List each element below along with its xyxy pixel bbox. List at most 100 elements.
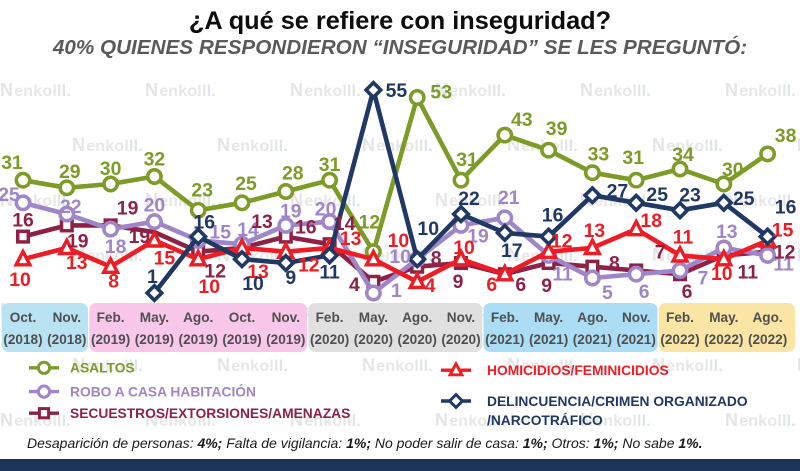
svg-text:19: 19 <box>129 226 151 248</box>
svg-text:Nenkolll.: Nenkolll. <box>435 410 506 430</box>
svg-text:31: 31 <box>456 149 478 171</box>
svg-text:10: 10 <box>711 263 733 285</box>
svg-text:Ago.: Ago. <box>183 310 213 325</box>
svg-text:9: 9 <box>285 267 296 289</box>
svg-text:(2018): (2018) <box>3 332 42 347</box>
svg-text:19: 19 <box>67 230 89 252</box>
svg-text:11: 11 <box>738 261 759 283</box>
svg-text:27: 27 <box>607 180 629 202</box>
svg-text:32: 32 <box>144 149 166 171</box>
svg-text:15: 15 <box>154 247 176 269</box>
svg-text:43: 43 <box>511 109 533 131</box>
svg-text:10: 10 <box>9 269 31 291</box>
svg-text:Nov.: Nov. <box>622 310 650 325</box>
svg-text:(2022): (2022) <box>660 332 699 347</box>
svg-text:9: 9 <box>453 271 464 293</box>
svg-text:12: 12 <box>774 242 796 264</box>
svg-text:Nenkolll.: Nenkolll. <box>580 410 651 430</box>
svg-text:Nenkolll.: Nenkolll. <box>290 80 361 100</box>
svg-text:Nov.: Nov. <box>447 310 475 325</box>
svg-text:10: 10 <box>453 237 475 259</box>
svg-text:7: 7 <box>698 268 709 290</box>
svg-text:16: 16 <box>295 217 317 239</box>
svg-text:May.: May. <box>709 310 738 325</box>
svg-text:Feb.: Feb. <box>666 310 694 325</box>
svg-text:11: 11 <box>673 226 694 248</box>
svg-text:Nenkolll.: Nenkolll. <box>725 80 796 100</box>
svg-text:6: 6 <box>639 281 650 303</box>
svg-text:12: 12 <box>298 255 320 277</box>
svg-text:16: 16 <box>193 212 215 234</box>
svg-text:30: 30 <box>100 158 122 180</box>
svg-text:19: 19 <box>280 200 302 222</box>
svg-text:Oct.: Oct. <box>229 310 255 325</box>
svg-text:(2020): (2020) <box>441 332 480 347</box>
svg-text:21: 21 <box>498 187 520 209</box>
svg-text:11: 11 <box>773 253 794 275</box>
svg-text:Nenkolll.: Nenkolll. <box>145 80 216 100</box>
svg-text:May.: May. <box>140 310 169 325</box>
svg-text:15: 15 <box>209 221 231 243</box>
svg-text:17: 17 <box>501 240 523 262</box>
svg-text:Ago.: Ago. <box>752 310 782 325</box>
svg-text:23: 23 <box>679 184 701 206</box>
svg-text:20: 20 <box>315 199 337 221</box>
svg-text:15: 15 <box>772 219 794 241</box>
svg-text:12: 12 <box>204 261 226 283</box>
svg-text:14: 14 <box>334 213 356 235</box>
svg-text:Nenkolll.: Nenkolll. <box>362 355 433 375</box>
svg-text:10: 10 <box>198 276 220 298</box>
svg-text:38: 38 <box>775 125 797 147</box>
svg-text:16: 16 <box>12 210 34 232</box>
svg-text:Nenkolll.: Nenkolll. <box>797 135 800 155</box>
svg-text:13: 13 <box>247 261 269 283</box>
svg-text:Nov.: Nov. <box>272 310 300 325</box>
svg-text:Nenkolll.: Nenkolll. <box>652 135 723 155</box>
svg-text:Oct.: Oct. <box>10 310 36 325</box>
svg-text:8: 8 <box>431 248 442 270</box>
svg-text:10: 10 <box>389 246 411 268</box>
svg-text:39: 39 <box>546 118 568 140</box>
svg-text:(2020): (2020) <box>354 332 393 347</box>
svg-text:Nenkolll.: Nenkolll. <box>290 410 361 430</box>
svg-text:8: 8 <box>609 253 620 275</box>
svg-text:Feb.: Feb. <box>316 310 344 325</box>
svg-text:13: 13 <box>584 220 606 242</box>
svg-text:Nenkolll.: Nenkolll. <box>145 410 216 430</box>
svg-text:33: 33 <box>588 144 610 166</box>
svg-text:(2022): (2022) <box>748 332 787 347</box>
svg-text:Nenkolll.: Nenkolll. <box>217 355 288 375</box>
svg-text:18: 18 <box>105 236 127 258</box>
svg-text:(2020): (2020) <box>310 332 349 347</box>
svg-text:(2019): (2019) <box>222 332 261 347</box>
svg-text:18: 18 <box>640 210 662 232</box>
svg-text:34: 34 <box>672 144 694 166</box>
svg-text:Nenkolll.: Nenkolll. <box>72 355 143 375</box>
svg-text:1: 1 <box>147 266 158 288</box>
svg-text:Nenkolll.: Nenkolll. <box>72 135 143 155</box>
svg-text:25: 25 <box>0 184 20 206</box>
svg-text:5: 5 <box>602 282 613 304</box>
svg-text:(2019): (2019) <box>91 332 130 347</box>
svg-text:6: 6 <box>486 274 497 296</box>
svg-text:DELINCUENCIA/CRIMEN ORGANIZADO: DELINCUENCIA/CRIMEN ORGANIZADO <box>487 394 748 409</box>
svg-text:(2018): (2018) <box>47 332 86 347</box>
svg-text:10: 10 <box>388 230 410 252</box>
svg-text:4: 4 <box>349 274 360 296</box>
svg-text:19: 19 <box>467 225 489 247</box>
svg-text:Nenkolll.: Nenkolll. <box>652 355 723 375</box>
svg-text:20: 20 <box>144 195 166 217</box>
svg-text:23: 23 <box>191 179 213 201</box>
svg-text:Nenkolll.: Nenkolll. <box>0 80 71 100</box>
svg-text:14: 14 <box>237 219 259 241</box>
svg-text:16: 16 <box>775 197 797 219</box>
svg-text:(2020): (2020) <box>398 332 437 347</box>
svg-text:Nenkolll.: Nenkolll. <box>362 135 433 155</box>
svg-text:(2019): (2019) <box>135 332 174 347</box>
svg-text:Nenkolll.: Nenkolll. <box>217 135 288 155</box>
svg-text:31: 31 <box>1 152 23 174</box>
svg-text:11: 11 <box>552 263 573 285</box>
svg-text:(2019): (2019) <box>179 332 218 347</box>
svg-text:19: 19 <box>117 197 139 219</box>
svg-text:55: 55 <box>386 80 408 102</box>
